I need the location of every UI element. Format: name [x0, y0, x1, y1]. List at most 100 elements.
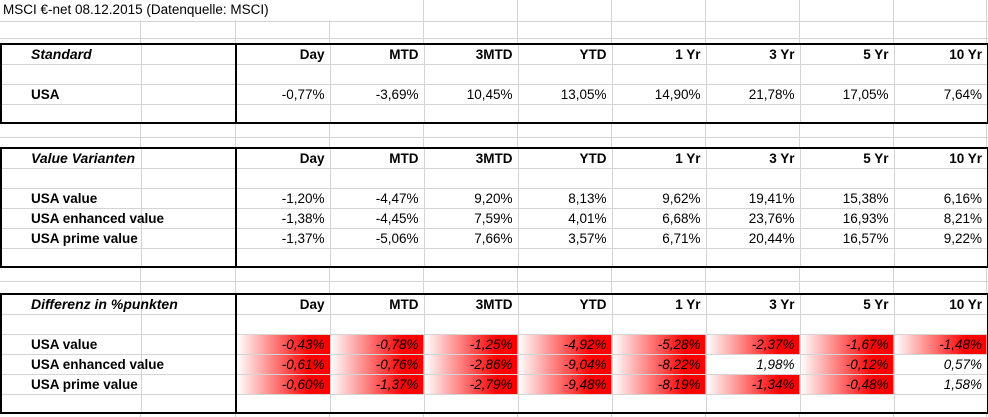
- empty-cell: [517, 248, 613, 268]
- section-title: Standard: [0, 43, 142, 65]
- value-cell: 20,44%: [705, 228, 801, 249]
- value-cell: 10,45%: [423, 84, 519, 105]
- empty-cell: [423, 248, 519, 268]
- value-cell: 7,64%: [893, 84, 988, 105]
- empty-cell: [705, 248, 801, 268]
- empty-cell: [140, 248, 237, 268]
- empty-cell: [517, 314, 613, 335]
- column-header-3mtd: 3MTD: [423, 43, 519, 65]
- empty-cell: [893, 64, 988, 85]
- table-row: USA prime value -1,37% -5,06% 7,66% 3,57…: [0, 228, 988, 249]
- value-cell: 8,21%: [893, 208, 988, 229]
- gridline-horizontal: [0, 281, 988, 282]
- column-header-10yr: 10 Yr: [893, 43, 988, 65]
- empty-cell: [329, 64, 425, 85]
- empty-cell: [329, 104, 425, 124]
- row-label: USA: [0, 84, 142, 105]
- value-cell: 9,20%: [423, 188, 519, 209]
- value-cell: -0,77%: [235, 84, 331, 105]
- value-cell: 7,66%: [423, 228, 519, 249]
- empty-cell: [799, 314, 895, 335]
- empty-cell: [0, 104, 142, 124]
- value-cell: -8,22%: [611, 354, 707, 375]
- empty-cell: [140, 314, 237, 335]
- value-cell: -8,19%: [611, 374, 707, 395]
- column-header-5yr: 5 Yr: [799, 43, 895, 65]
- empty-cell: [517, 394, 613, 414]
- value-cell: -0,12%: [799, 354, 895, 375]
- empty-cell: [893, 168, 988, 189]
- value-cell: -1,48%: [893, 334, 988, 355]
- empty-cell: [235, 314, 331, 335]
- value-cell: 23,76%: [705, 208, 801, 229]
- column-header-3yr: 3 Yr: [705, 43, 801, 65]
- value-cell: 17,05%: [799, 84, 895, 105]
- column-header-mtd: MTD: [329, 293, 425, 315]
- empty-cell: [329, 168, 425, 189]
- empty-cell: [0, 314, 142, 335]
- empty-cell: [329, 314, 425, 335]
- empty-cell: [0, 248, 142, 268]
- value-cell: -2,37%: [705, 334, 801, 355]
- value-cell: -0,76%: [329, 354, 425, 375]
- value-cell: 1,98%: [705, 354, 801, 375]
- value-cell: 9,22%: [893, 228, 988, 249]
- column-header-day: Day: [235, 43, 331, 65]
- section-value-varianten: Value Varianten Day MTD 3MTD YTD 1 Yr 3 …: [0, 147, 988, 268]
- empty-cell: [235, 248, 331, 268]
- empty-cell: [140, 228, 237, 249]
- empty-cell: [140, 64, 237, 85]
- empty-cell: [140, 394, 237, 414]
- value-cell: -1,34%: [705, 374, 801, 395]
- column-header-10yr: 10 Yr: [893, 147, 988, 169]
- value-cell: -1,25%: [423, 334, 519, 355]
- gridline-horizontal: [0, 21, 988, 22]
- empty-cell: [893, 248, 988, 268]
- row-label: USA enhanced value: [0, 354, 164, 375]
- section-title: Differenz in %punkten: [0, 293, 178, 315]
- value-cell: 13,05%: [517, 84, 613, 105]
- empty-cell: [611, 104, 707, 124]
- empty-cell: [140, 104, 237, 124]
- table-row: USA enhanced value -0,61% -0,76% -2,86% …: [0, 354, 988, 375]
- value-cell: -1,37%: [235, 228, 331, 249]
- value-cell: -4,92%: [517, 334, 613, 355]
- gridline-horizontal: [0, 38, 988, 39]
- section-standard: Standard Day MTD 3MTD YTD 1 Yr 3 Yr 5 Yr…: [0, 43, 988, 124]
- value-cell: 21,78%: [705, 84, 801, 105]
- empty-cell: [423, 314, 519, 335]
- value-cell: -5,06%: [329, 228, 425, 249]
- empty-cell: [799, 168, 895, 189]
- column-header-ytd: YTD: [517, 293, 613, 315]
- value-cell: -0,48%: [799, 374, 895, 395]
- empty-cell: [140, 147, 237, 169]
- section-differenz: Differenz in %punkten Day MTD 3MTD YTD 1…: [0, 293, 988, 414]
- empty-cell: [0, 168, 142, 189]
- empty-cell: [799, 248, 895, 268]
- value-cell: 8,13%: [517, 188, 613, 209]
- empty-cell: [235, 394, 331, 414]
- value-cell: -5,28%: [611, 334, 707, 355]
- value-cell: 7,59%: [423, 208, 519, 229]
- empty-cell: [705, 314, 801, 335]
- column-header-ytd: YTD: [517, 147, 613, 169]
- empty-cell: [140, 84, 237, 105]
- empty-cell: [611, 248, 707, 268]
- empty-cell: [329, 394, 425, 414]
- empty-cell: [893, 314, 988, 335]
- section-title: Value Varianten: [0, 147, 142, 169]
- column-header-10yr: 10 Yr: [893, 293, 988, 315]
- value-cell: 19,41%: [705, 188, 801, 209]
- empty-cell: [423, 64, 519, 85]
- row-label: USA prime value: [0, 374, 142, 395]
- empty-cell: [705, 64, 801, 85]
- empty-cell: [235, 168, 331, 189]
- value-cell: -3,69%: [329, 84, 425, 105]
- table-row: USA -0,77% -3,69% 10,45% 13,05% 14,90% 2…: [0, 84, 988, 105]
- value-cell: -1,38%: [235, 208, 331, 229]
- column-header-3mtd: 3MTD: [423, 147, 519, 169]
- gridline-horizontal: [0, 137, 988, 138]
- empty-cell: [140, 374, 237, 395]
- empty-cell: [329, 248, 425, 268]
